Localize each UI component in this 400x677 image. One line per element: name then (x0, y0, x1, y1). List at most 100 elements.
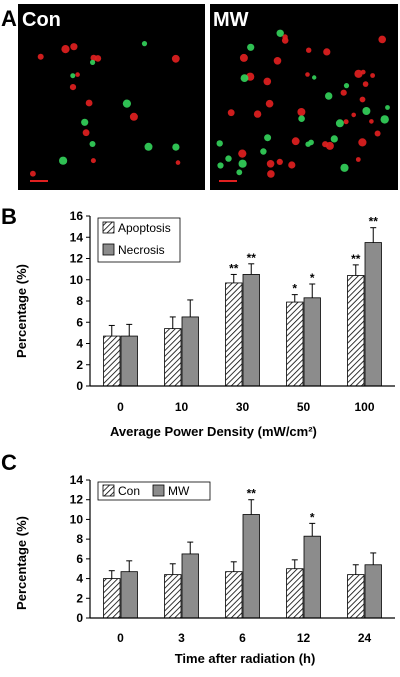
panel-c-x-tick-label: 6 (239, 631, 246, 645)
con-green-cell (122, 99, 131, 108)
panel-c-legend-label-con: Con (118, 484, 140, 498)
con-green-cell (141, 41, 148, 47)
panel-b-legend: Apoptosis Necrosis (97, 217, 181, 263)
mw-red-cell (267, 170, 275, 178)
mw-red-cell (291, 137, 300, 146)
mw-green-cell (380, 115, 389, 124)
con-cells (30, 41, 181, 177)
mw-red-cell (297, 108, 306, 116)
panel-c-legend-swatch-mw (152, 484, 165, 497)
panel-c-bar-con (225, 571, 243, 619)
panel-b-bar-apoptosis (103, 335, 121, 387)
panel-c-bar-mw (364, 564, 382, 619)
mw-green-cell (216, 140, 223, 147)
panel-b-significance-mark: ** (229, 261, 239, 275)
mw-green-cell (335, 119, 344, 128)
panel-b-x-tick-label: 10 (175, 400, 189, 414)
mw-green-cell (260, 148, 267, 155)
mw-red-cell (340, 89, 347, 96)
panel-b-x-axis-title-text: Average Power Density (110, 424, 255, 439)
panel-c-x-axis-title: Time after radiation (h) (175, 651, 316, 666)
mw-red-cell (370, 73, 375, 78)
mw-red-cell (305, 72, 310, 77)
panel-c-y-tick-label: 8 (76, 532, 83, 546)
panel-b-bar-apoptosis (164, 328, 182, 387)
mw-red-cell (354, 69, 363, 78)
panel-b-y-tick-label: 0 (76, 379, 83, 393)
mw-cells (216, 29, 390, 178)
panel-c-significance-mark: ** (247, 487, 257, 501)
panel-c-y-axis-title: Percentage (%) (14, 516, 29, 610)
mw-red-cell (322, 141, 329, 148)
panel-c-bar-con (164, 574, 182, 619)
panel-b-y-tick-label: 6 (76, 315, 83, 329)
panel-c-legend: Con MW (97, 481, 211, 501)
panel-c-x-tick-label: 12 (297, 631, 311, 645)
panel-b-x-axis-title: Average Power Density (mW/cm²) (110, 424, 317, 439)
panel-c-bar-mw (242, 514, 260, 619)
mw-red-cell (288, 161, 296, 169)
con-green-cell (144, 142, 153, 151)
mw-green-cell (238, 159, 247, 168)
panel-b-bar-necrosis (242, 274, 260, 387)
panel-c-letter: C (1, 450, 17, 475)
mw-red-cell (351, 112, 357, 118)
con-red-cell (30, 170, 36, 177)
panel-c-y-tick-label: 14 (70, 473, 84, 487)
mw-green-cell (312, 75, 317, 80)
mw-red-cell (238, 149, 247, 158)
con-red-cell (82, 129, 90, 137)
panel-c-y-tick-label: 12 (70, 493, 84, 507)
panel-b-chart: B Percentage (%) Average Power Density (… (1, 204, 395, 439)
mw-green-cell (225, 155, 232, 162)
con-red-cell (37, 53, 44, 60)
panel-c-y-tick-label: 4 (76, 572, 83, 586)
panel-a-micrographs: A Con MW (1, 4, 398, 190)
panel-c-bar-con (347, 574, 365, 619)
mw-red-cell (306, 47, 312, 53)
con-red-cell (61, 45, 70, 54)
panel-b-x-tick-label: 50 (297, 400, 311, 414)
mw-green-cell (362, 107, 371, 115)
panel-b-significance-mark: * (310, 271, 315, 285)
mw-micrograph (210, 4, 398, 190)
mw-green-cell (340, 163, 349, 172)
panel-c-x-tick-label: 3 (178, 631, 185, 645)
panel-b-significance-mark: ** (369, 215, 379, 229)
con-red-cell (175, 160, 181, 165)
panel-b-y-tick-label: 8 (76, 294, 83, 308)
con-red-cell (171, 54, 180, 63)
panel-b-bar-necrosis (120, 335, 138, 387)
mw-green-cell (298, 115, 305, 122)
mw-red-cell (374, 130, 381, 137)
mw-red-cell (359, 96, 366, 103)
mw-green-cell (343, 83, 350, 89)
panel-b-significance-mark: ** (247, 251, 257, 265)
panel-b-y-axis-title: Percentage (%) (14, 264, 29, 358)
panel-b-x-tick-label: 0 (117, 400, 124, 414)
mw-red-cell (355, 157, 361, 162)
panel-c-legend-label-mw: MW (168, 484, 190, 498)
panel-b-x-axis-unit: (mW/cm²) (258, 424, 317, 439)
mw-green-cell (308, 139, 314, 146)
con-red-cell (94, 55, 102, 62)
mw-green-cell (217, 162, 224, 169)
mw-red-cell (343, 119, 349, 125)
panel-b-bar-necrosis (303, 297, 321, 387)
panel-b-bar-apoptosis (225, 282, 243, 387)
panel-c-chart: C Percentage (%) Time after radiation (h… (1, 450, 395, 666)
mw-red-cell (378, 35, 387, 44)
con-green-cell (81, 118, 89, 126)
panel-b-y-tick-label: 4 (76, 337, 83, 351)
panel-b-letter: B (1, 204, 17, 229)
panel-b-significance-mark: ** (351, 252, 361, 266)
con-red-cell (85, 99, 93, 107)
con-micrograph (18, 4, 205, 190)
panel-b-bar-apoptosis (347, 275, 365, 387)
panel-b-legend-label-necrosis: Necrosis (118, 243, 165, 257)
panel-c-x-tick-label: 24 (358, 631, 372, 645)
con-red-cell (70, 43, 78, 51)
mw-image-label: MW (213, 9, 249, 31)
